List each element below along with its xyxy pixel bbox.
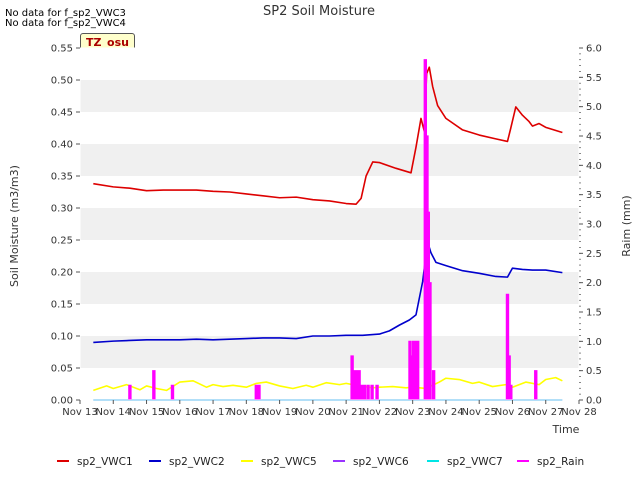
grid-band (80, 48, 579, 80)
legend-label-sp2_VWC2: sp2_VWC2 (169, 456, 225, 468)
y-axis-left: 0.00 0.05 0.10 0.15 0.20 0.25 0.30 0.35 0.40 0.45… (51, 44, 80, 407)
x-tick-label: Nov 25 (461, 407, 496, 418)
x-tick-label: Nov 24 (428, 407, 463, 418)
no-data-message-1: No data for f_sp2_VWC3 (5, 8, 126, 19)
y-tick-label: 0.30 (51, 204, 73, 215)
grid-band (80, 176, 579, 208)
grid-band (80, 304, 579, 336)
legend-label-sp2_VWC1: sp2_VWC1 (77, 456, 133, 468)
legend-label-sp2_VWC5: sp2_VWC5 (261, 456, 317, 468)
x-tick-label: Nov 15 (129, 407, 164, 418)
chart-title: SP2 Soil Moisture (263, 4, 375, 19)
y-tick-label: 0.10 (51, 332, 73, 343)
legend-label-sp2_VWC7: sp2_VWC7 (447, 456, 503, 468)
y2-tick-label: 0.5 (586, 366, 602, 377)
grid-band (80, 240, 579, 272)
sp2_VWC5-series (93, 376, 563, 392)
y2-tick-label: 1.5 (586, 308, 602, 319)
x-tick-label: Nov 23 (395, 407, 430, 418)
x-tick-label: Nov 16 (162, 407, 197, 418)
y2-tick-label: 6.0 (586, 44, 602, 55)
legend-label-sp2_Rain: sp2_Rain (537, 456, 584, 468)
grid-band (80, 144, 579, 176)
y2-axis-label: Raim (mm) (620, 195, 633, 256)
y-tick-label: 0.00 (51, 396, 73, 407)
sp2_VWC1-series (93, 66, 563, 205)
grid-band (80, 112, 579, 144)
legend: sp2_VWC1 sp2_VWC2 sp2_VWC5 sp2_VWC6 sp2_VWC7… (57, 456, 584, 468)
x-tick-label: Nov 14 (96, 407, 131, 418)
x-tick-label: Nov 18 (229, 407, 264, 418)
grid-band (80, 336, 579, 368)
x-tick-label: Nov 17 (195, 407, 230, 418)
y2-tick-label: 4.5 (586, 132, 602, 143)
x-tick-label: Nov 19 (262, 407, 297, 418)
x-tick-label: Nov 28 (561, 407, 596, 418)
y-axis-label: Soil Moisture (m3/m3) (8, 165, 21, 287)
y-tick-label: 0.40 (51, 140, 73, 151)
y-tick-label: 0.50 (51, 76, 73, 87)
y-tick-label: 0.25 (51, 236, 73, 247)
legend-label-sp2_VWC6: sp2_VWC6 (353, 456, 409, 468)
y2-tick-label: 2.5 (586, 249, 602, 260)
x-tick-label: Nov 26 (495, 407, 530, 418)
grid-band (80, 80, 579, 112)
x-axis-label: Time (552, 423, 580, 436)
y2-tick-label: 3.0 (586, 220, 602, 231)
y2-tick-label: 0.0 (586, 396, 602, 407)
sp2_VWC2-series (93, 241, 563, 344)
y-axis-right: 0.0 0.5 1.0 1.5 2.0 2.5 3.0 3.5 4.0 4.5 5.0 5.5 6.0 (579, 44, 602, 407)
grid-band (80, 208, 579, 240)
y2-tick-label: 3.5 (586, 190, 602, 201)
background-bands (80, 48, 579, 400)
x-tick-label: Nov 13 (62, 407, 97, 418)
y-tick-label: 0.20 (51, 268, 73, 279)
y2-tick-label: 5.0 (586, 102, 602, 113)
sp2_Rain-series (128, 59, 538, 400)
no-data-message-2: No data for f_sp2_VWC4 (5, 18, 126, 29)
y2-tick-label: 5.5 (586, 73, 602, 84)
x-tick-label: Nov 22 (362, 407, 397, 418)
grid-band (80, 272, 579, 304)
y2-tick-label: 1.0 (586, 337, 602, 348)
y-tick-label: 0.45 (51, 108, 73, 119)
x-tick-label: Nov 20 (295, 407, 330, 418)
y-tick-label: 0.15 (51, 300, 73, 311)
y2-tick-label: 2.0 (586, 278, 602, 289)
y2-tick-label: 4.0 (586, 161, 602, 172)
y-tick-label: 0.05 (51, 364, 73, 375)
x-tick-label: Nov 21 (328, 407, 363, 418)
y-tick-label: 0.35 (51, 172, 73, 183)
y-tick-label: 0.55 (51, 44, 73, 55)
x-tick-label: Nov 27 (528, 407, 563, 418)
